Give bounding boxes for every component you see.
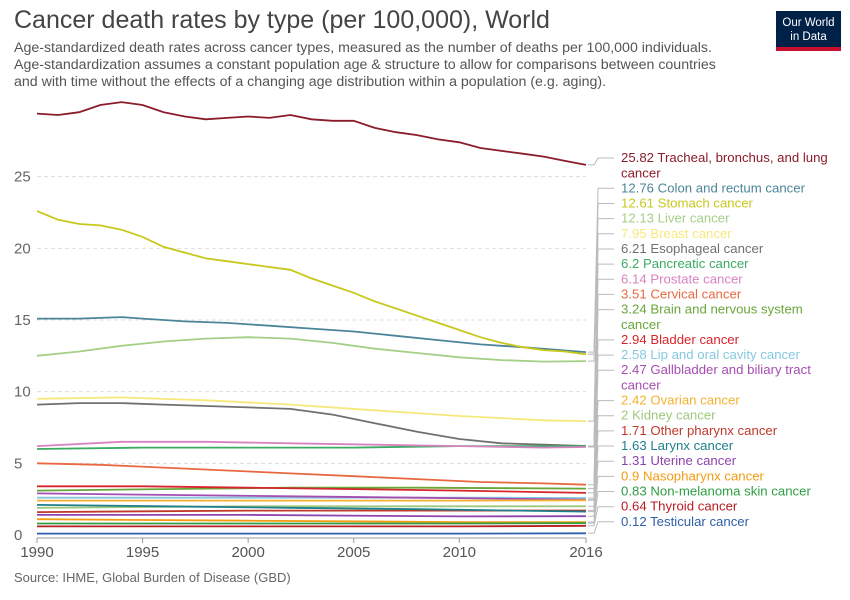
y-tick-label-10: 10 xyxy=(14,384,31,401)
connector-bladder-cancer xyxy=(588,339,614,494)
series-line-bladder-cancer[interactable] xyxy=(37,485,587,494)
chart-title: Cancer death rates by type (per 100,000)… xyxy=(14,6,550,34)
connector-nasopharynx-cancer xyxy=(588,475,614,523)
series-label-tracheal-bronchus-and-lung-cancer[interactable]: 25.82 Tracheal, bronchus, and lung xyxy=(621,150,828,165)
series-label-pancreatic-cancer[interactable]: 6.2 Pancreatic cancer xyxy=(621,256,749,271)
y-tick-label-15: 15 xyxy=(14,312,31,329)
x-tick-label-2000: 2000 xyxy=(231,544,264,561)
connector-esophageal-cancer xyxy=(588,248,614,447)
connector-tracheal-bronchus-and-lung-cancer xyxy=(588,157,614,166)
series-line-gallbladder-and-biliary-tract-cancer[interactable] xyxy=(36,492,587,501)
series-label-lip-and-oral-cavity-cancer[interactable]: 2.58 Lip and oral cavity cancer xyxy=(621,347,800,362)
series-label-uterine-cancer[interactable]: 1.31 Uterine cancer xyxy=(621,453,737,468)
connector-breast-cancer xyxy=(588,233,614,422)
y-tick-label-5: 5 xyxy=(14,455,22,472)
series-line-tracheal-bronchus-and-lung-cancer[interactable] xyxy=(36,101,587,166)
series-label-other-pharynx-cancer[interactable]: 1.71 Other pharynx cancer xyxy=(621,423,778,438)
chart-series xyxy=(36,101,587,535)
x-tick-label-1990: 1990 xyxy=(20,544,53,561)
connector-gallbladder-and-biliary-tract-cancer xyxy=(588,369,614,501)
series-label-kidney-cancer[interactable]: 2 Kidney cancer xyxy=(621,408,716,423)
series-label-breast-cancer[interactable]: 7.95 Breast cancer xyxy=(621,226,732,241)
source-note: Source: IHME, Global Burden of Disease (… xyxy=(14,570,291,585)
subtitle-line-1: Age-standardized death rates across canc… xyxy=(14,40,712,56)
y-tick-label-20: 20 xyxy=(14,240,31,257)
series-label-cervical-cancer[interactable]: 3.51 Cervical cancer xyxy=(621,286,742,301)
x-axis: 1990 1995 2000 2005 2010 2016 xyxy=(20,537,603,561)
x-tick-label-1995: 1995 xyxy=(126,544,159,561)
connector-non-melanoma-skin-cancer xyxy=(588,491,614,524)
connector-thyroid-cancer xyxy=(588,506,614,527)
series-line-colon-and-rectum-cancer[interactable] xyxy=(37,316,587,353)
series-line-kidney-cancer[interactable] xyxy=(36,505,586,509)
x-tick-label-2005: 2005 xyxy=(337,544,370,561)
series-label-esophageal-cancer[interactable]: 6.21 Esophageal cancer xyxy=(621,241,764,256)
series-label-brain-and-nervous-system-cancer[interactable]: 3.24 Brain and nervous system xyxy=(621,302,803,317)
y-tick-label-0: 0 xyxy=(14,527,22,544)
connector-prostate-cancer xyxy=(588,278,614,448)
x-tick-label-2016: 2016 xyxy=(569,544,602,561)
series-label-bladder-cancer[interactable]: 2.94 Bladder cancer xyxy=(621,332,740,347)
series-label-colon-and-rectum-cancer[interactable]: 12.76 Colon and rectum cancer xyxy=(621,180,806,195)
subtitle-line-2: Age-standardization assumes a constant p… xyxy=(14,57,716,73)
series-line-liver-cancer[interactable] xyxy=(36,336,587,363)
series-line-thyroid-cancer[interactable] xyxy=(37,524,587,528)
series-label-larynx-cancer[interactable]: 1.63 Larynx cancer xyxy=(621,438,734,453)
connector-uterine-cancer xyxy=(588,460,614,517)
series-label-tracheal-bronchus-and-lung-cancer-line-2[interactable]: cancer xyxy=(621,166,661,181)
connector-larynx-cancer xyxy=(588,445,614,513)
connector-liver-cancer xyxy=(588,218,614,362)
subtitle-line-3: and with time without the effects of a c… xyxy=(14,74,607,90)
series-label-gallbladder-and-biliary-tract-cancer[interactable]: 2.47 Gallbladder and biliary tract xyxy=(621,362,811,377)
x-tick-label-2010: 2010 xyxy=(443,544,476,561)
series-line-larynx-cancer[interactable] xyxy=(36,504,587,513)
connector-other-pharynx-cancer xyxy=(588,430,614,511)
chart-legend: 25.82 Tracheal, bronchus, and lungcancer… xyxy=(621,150,828,529)
series-line-cervical-cancer[interactable] xyxy=(36,462,587,486)
series-line-prostate-cancer[interactable] xyxy=(36,440,587,449)
connector-colon-and-rectum-cancer xyxy=(588,187,614,353)
y-tick-label-25: 25 xyxy=(14,169,31,186)
logo-line-1: Our World xyxy=(782,17,835,29)
owid-logo[interactable]: Our World in Data xyxy=(776,11,841,51)
series-line-breast-cancer[interactable] xyxy=(36,396,587,422)
series-label-liver-cancer[interactable]: 12.13 Liver cancer xyxy=(621,211,730,226)
series-label-stomach-cancer[interactable]: 12.61 Stomach cancer xyxy=(621,196,754,211)
connector-cervical-cancer xyxy=(588,293,614,486)
series-line-stomach-cancer[interactable] xyxy=(36,210,587,356)
y-axis: 0 5 10 15 20 25 xyxy=(14,169,31,544)
logo-line-2: in Data xyxy=(790,31,827,43)
series-label-non-melanoma-skin-cancer[interactable]: 0.83 Non-melanoma skin cancer xyxy=(621,484,811,499)
series-label-thyroid-cancer[interactable]: 0.64 Thyroid cancer xyxy=(621,499,738,514)
series-line-esophageal-cancer[interactable] xyxy=(36,402,587,447)
connector-testicular-cancer xyxy=(588,521,614,534)
series-line-uterine-cancer[interactable] xyxy=(37,514,587,518)
series-label-prostate-cancer[interactable]: 6.14 Prostate cancer xyxy=(621,271,743,286)
series-label-brain-and-nervous-system-cancer-line-2[interactable]: cancer xyxy=(621,317,661,332)
series-label-nasopharynx-cancer[interactable]: 0.9 Nasopharynx cancer xyxy=(621,468,765,483)
connector-brain-and-nervous-system-cancer xyxy=(588,309,614,490)
series-label-ovarian-cancer[interactable]: 2.42 Ovarian cancer xyxy=(621,393,740,408)
chart-grid xyxy=(37,176,586,464)
series-label-gallbladder-and-biliary-tract-cancer-line-2[interactable]: cancer xyxy=(621,378,661,393)
series-line-nasopharynx-cancer[interactable] xyxy=(36,518,586,523)
label-connectors xyxy=(588,157,614,534)
series-label-testicular-cancer[interactable]: 0.12 Testicular cancer xyxy=(621,514,750,529)
